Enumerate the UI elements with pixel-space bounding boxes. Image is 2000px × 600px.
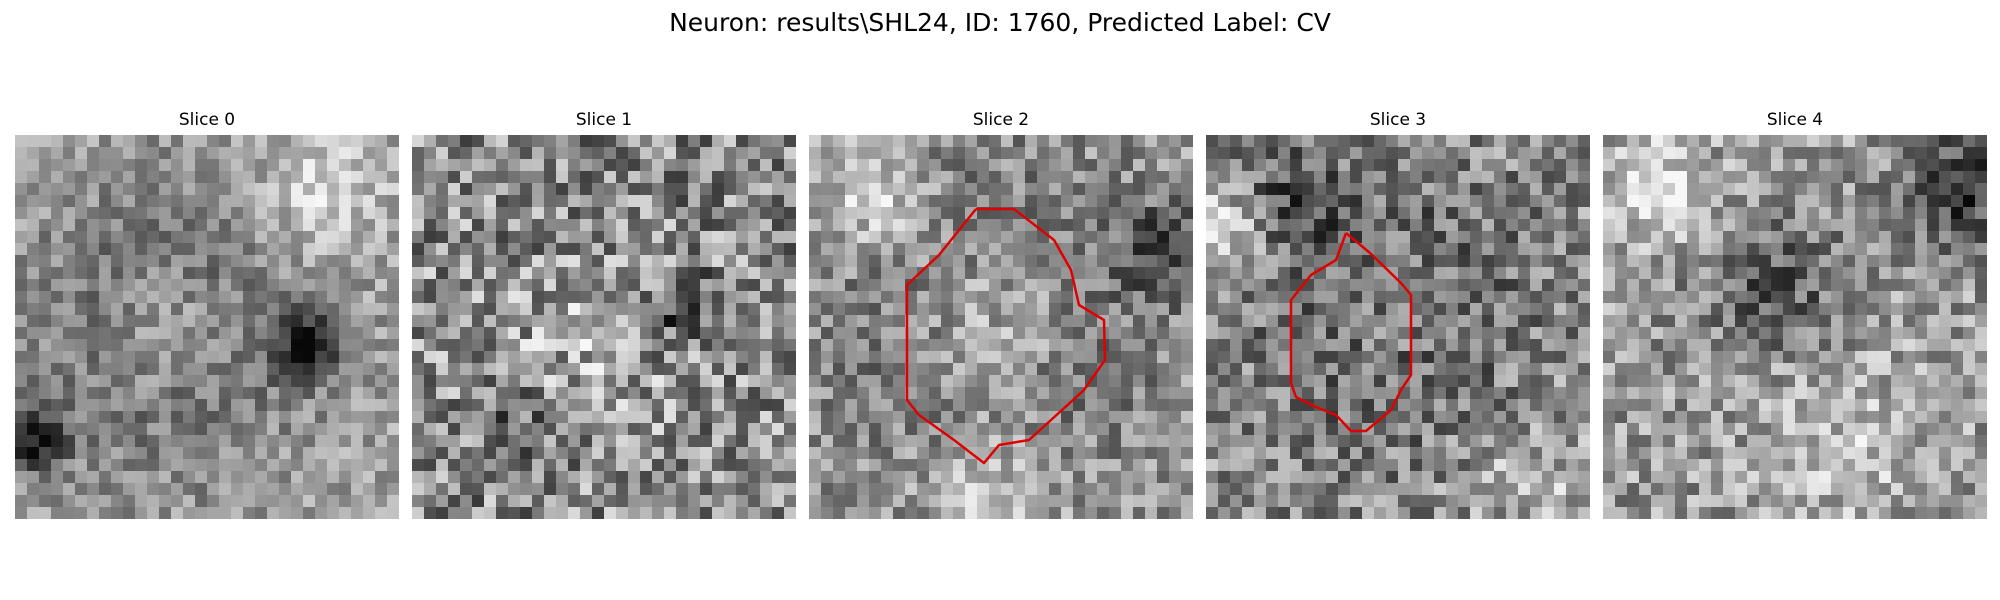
slice-title: Slice 0 <box>178 110 236 130</box>
slice-image-4 <box>1603 135 1987 519</box>
segmentation-contour <box>1289 232 1413 433</box>
slice-title: Slice 4 <box>1766 110 1824 130</box>
slice-panel-3: Slice 3 <box>1206 108 1590 519</box>
slice-panel-4: Slice 4 <box>1603 108 1987 519</box>
segmentation-contour <box>905 207 1107 465</box>
slice-panel-0: Slice 0 <box>15 108 399 519</box>
slice-image-2 <box>809 135 1193 519</box>
slice-title: Slice 2 <box>972 110 1030 130</box>
slice-image-1 <box>412 135 796 519</box>
slice-title: Slice 1 <box>575 110 633 130</box>
slice-title: Slice 3 <box>1369 110 1427 130</box>
slice-image-0 <box>15 135 399 519</box>
slice-panel-2: Slice 2 <box>809 108 1193 519</box>
slice-image-3 <box>1206 135 1590 519</box>
slice-panel-1: Slice 1 <box>412 108 796 519</box>
figure-title: Neuron: results\SHL24, ID: 1760, Predict… <box>669 8 1331 37</box>
